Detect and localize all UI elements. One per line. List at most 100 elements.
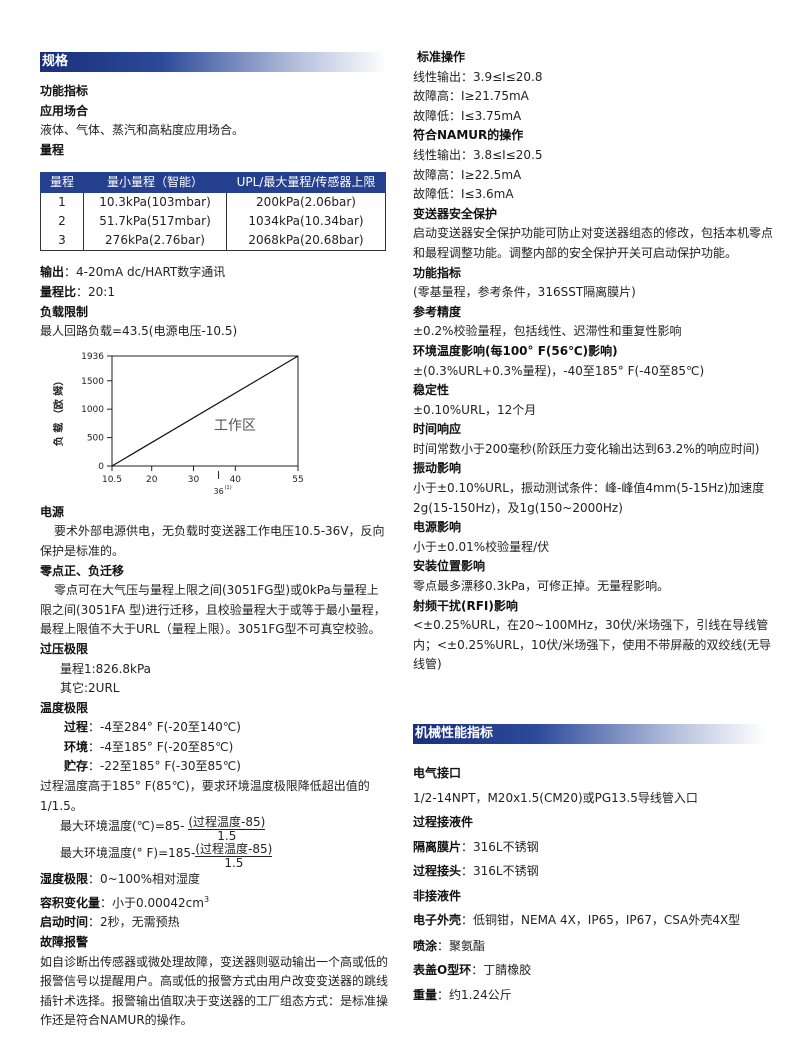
text: ±0.10%URL，12个月 xyxy=(413,402,537,417)
x-extra-tick-note: (1) xyxy=(225,485,232,491)
value: ：约1.24公斤 xyxy=(437,987,512,1002)
y-tick-label: 1500 xyxy=(81,377,104,387)
heading: 参考精度 xyxy=(413,304,462,319)
value: ：丁腈橡胶 xyxy=(471,963,532,978)
label: 隔离膜片 xyxy=(413,839,462,854)
section-header-specs: 规格 xyxy=(40,52,387,72)
denominator: 1.5 xyxy=(224,856,244,871)
load-line xyxy=(111,355,299,467)
label: 容积变化量 xyxy=(40,895,101,910)
table-row: 2 51.7kPa(517mbar) 1034kPa(10.34bar) xyxy=(40,212,386,232)
mechanical-specs: 电气接口 1/2-14NPT，M20x1.5(CM20)或PG13.5导线管入口… xyxy=(413,761,773,1007)
heading: 过压极限 xyxy=(40,641,89,656)
text: 其它:2URL xyxy=(60,681,120,696)
text: (零基量程，参考条件，316SST隔离膜片) xyxy=(413,285,636,300)
text: 要术外部电源供电，无负载时变送器工作电压10.5-36V，反向保护是标准的。 xyxy=(40,524,385,558)
x-tick-label: 20 xyxy=(146,475,158,485)
heading: 电源影响 xyxy=(413,520,462,535)
text: ±0.2%校验量程，包括线性、迟滞性和重复性影响 xyxy=(413,324,682,339)
section-header-mechanical: 机械性能指标 xyxy=(413,724,765,744)
text: 时间常数小于200毫秒(阶跃压力变化输出达到63.2%的响应时间) xyxy=(413,441,760,456)
heading: 振动影响 xyxy=(413,461,462,476)
cell: 200kPa(2.06bar) xyxy=(226,192,386,213)
formula-f: 最大环境温度(° F)=185- (过程温度-85) 1.5 xyxy=(40,843,390,870)
numerator: (过程温度-85) xyxy=(195,842,273,858)
range-table: 量程 量小量程（智能） UPL/最大量程/传感器上限 1 10.3kPa(103m… xyxy=(40,172,386,252)
value: ：-22至185° F(-30至85℃) xyxy=(88,759,241,774)
right-column: 标准操作 线性输出：3.9≤I≤20.8 故障高：I≥21.75mA 故障低：I… xyxy=(413,48,773,675)
cell: 51.7kPa(517mbar) xyxy=(83,212,227,232)
formula-lhs: 最大环境温度(° F)=185- xyxy=(60,846,196,861)
value: ：316L不锈钢 xyxy=(461,864,539,878)
heading: 量程 xyxy=(40,142,65,157)
left-column: 功能指标 应用场合 液体、气体、蒸汽和高粘度应用场合。 量程 量程 量小量程（智… xyxy=(40,82,390,1031)
working-area-label: 工作区 xyxy=(214,418,256,434)
heading: 功能指标 xyxy=(40,84,89,98)
text: 小于±0.01%校验量程/伏 xyxy=(413,539,550,554)
value: ：低铜钳，NEMA 4X，IP65，IP67，CSA外壳4X型 xyxy=(461,913,741,927)
label: 过程接头 xyxy=(413,864,462,878)
y-tick-label: 500 xyxy=(87,433,104,443)
value: ：0~100%相对湿度 xyxy=(88,872,201,887)
label: 过程 xyxy=(64,720,89,735)
text: 小于±0.10%URL，振动测试条件：峰-峰值4mm(5-15Hz)加速度2g(… xyxy=(413,481,765,515)
text: 过程温度高于185° F(85℃)，要求环境温度极限降低超出值的1/1.5。 xyxy=(40,779,370,813)
text: 零点可在大气压与量程上限之间(3051FG型)或0kPa与量程上限之间(3051… xyxy=(40,583,386,637)
label: 贮存 xyxy=(64,759,89,774)
x-tick-label: 10.5 xyxy=(102,475,122,485)
formula-c: 最大环境温度(℃)=85- (过程温度-85) 1.5 xyxy=(40,816,390,843)
text: 故障高：I≥21.75mA xyxy=(413,89,529,104)
load-chart: 0 500 1000 1500 1936 10.5 20 30 40 55 36 (1) 工作区 负 载 … xyxy=(52,352,304,496)
label: 环境 xyxy=(64,739,89,754)
x-tick-label: 40 xyxy=(230,475,242,485)
text: <±0.25%URL，在20~100MHz，30伏/米场强下，引线在导线管内；<… xyxy=(413,618,772,672)
y-tick-label: 1936 xyxy=(81,352,104,362)
label: 电子外壳 xyxy=(413,913,462,927)
text: 故障低：I≤3.6mA xyxy=(413,187,514,202)
heading: 安装位置影响 xyxy=(413,559,486,574)
x-tick-label: 55 xyxy=(292,475,303,485)
value: ：316L不锈钢 xyxy=(461,839,539,854)
superscript: 3 xyxy=(203,894,210,904)
heading: 故障报警 xyxy=(40,935,89,950)
label: 湿度极限 xyxy=(40,872,89,887)
x-tick-label: 30 xyxy=(188,475,200,485)
text: 启动变送器安全保护功能可防止对变送器组态的修改，包括本机零点和最程调整功能。调整… xyxy=(413,226,774,260)
label: 启动时间 xyxy=(40,915,89,930)
heading: 功能指标 xyxy=(413,265,462,280)
heading: 符合NAMUR的操作 xyxy=(413,128,524,143)
cell: 2068kPa(20.68bar) xyxy=(226,231,386,252)
text: 量程1:826.8kPa xyxy=(60,661,152,676)
value: ：4-20mA dc/HART数字通讯 xyxy=(64,265,226,280)
value: ：-4至284° F(-20至140℃) xyxy=(88,720,241,735)
heading: 非接液件 xyxy=(413,888,462,903)
cell: 1 xyxy=(40,192,84,213)
value: ：聚氨酯 xyxy=(437,938,486,953)
label: 表盖O型环 xyxy=(413,963,472,978)
fraction: (过程温度-85) 1.5 xyxy=(195,842,273,871)
label: 量程比 xyxy=(40,284,77,299)
heading: 变送器安全保护 xyxy=(413,206,498,221)
value: ：小于0.00042cm xyxy=(100,895,204,910)
heading: 稳定性 xyxy=(413,383,450,398)
heading: 零点正、负迁移 xyxy=(40,563,125,578)
table-header: 量小量程（智能） xyxy=(83,172,227,194)
table-header-row: 量程 量小量程（智能） UPL/最大量程/传感器上限 xyxy=(40,172,386,194)
numerator: (过程温度-85) xyxy=(188,815,266,831)
y-tick-label: 0 xyxy=(98,462,104,472)
text: 如自诊断出传感器或微处理故障，变送器则驱动输出一个高或低的报警信号以提醒用户。高… xyxy=(40,954,389,1028)
table-row: 1 10.3kPa(103mbar) 200kPa(2.06bar) xyxy=(40,192,386,213)
heading: 电气接口 xyxy=(413,766,462,780)
cell: 276kPa(2.76bar) xyxy=(83,231,227,252)
cell: 3 xyxy=(40,231,84,252)
table-header: UPL/最大量程/传感器上限 xyxy=(226,172,386,194)
heading: 过程接液件 xyxy=(413,815,474,829)
denominator: 1.5 xyxy=(217,829,237,844)
heading: 环境温度影响(每100° F(56℃)影响) xyxy=(413,343,618,358)
text: 最人回路负载=43.5(电源电压-10.5) xyxy=(40,324,238,339)
value: ：20:1 xyxy=(76,284,115,299)
text: 线性输出：3.9≤I≤20.8 xyxy=(413,69,543,84)
text: 1/2-14NPT，M20x1.5(CM20)或PG13.5导线管入口 xyxy=(413,790,698,805)
x-extra-tick-label: 36 xyxy=(213,487,223,496)
